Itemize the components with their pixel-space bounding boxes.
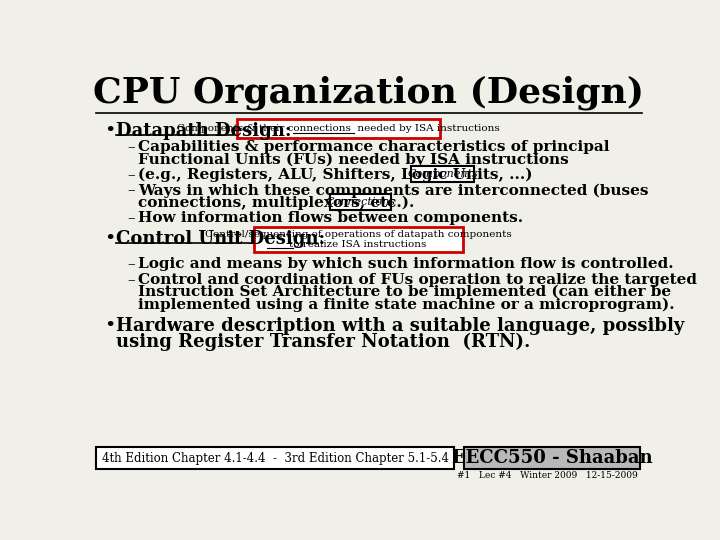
FancyBboxPatch shape — [96, 448, 454, 469]
Text: (e.g., Registers, ALU, Shifters, Logic Units, ...): (e.g., Registers, ALU, Shifters, Logic U… — [138, 168, 533, 183]
Text: #1   Lec #4   Winter 2009   12-15-2009: #1 Lec #4 Winter 2009 12-15-2009 — [457, 471, 638, 481]
Text: Components: Components — [408, 169, 478, 179]
Text: –: – — [127, 273, 135, 287]
Text: Logic and means by which such information flow is controlled.: Logic and means by which such informatio… — [138, 257, 674, 271]
Text: •: • — [104, 318, 115, 335]
Text: Functional Units (FUs) needed by ISA instructions: Functional Units (FUs) needed by ISA ins… — [138, 153, 569, 167]
Text: Instruction Set Architecture to be implemented (can either be: Instruction Set Architecture to be imple… — [138, 285, 671, 299]
Text: –: – — [127, 211, 135, 225]
Text: to realize ISA instructions: to realize ISA instructions — [289, 240, 427, 249]
Text: CPU Organization (Design): CPU Organization (Design) — [94, 75, 644, 110]
Text: Control Unit Design:: Control Unit Design: — [117, 230, 325, 247]
Text: •: • — [104, 230, 115, 247]
Text: connections, multiplexors, etc.).: connections, multiplexors, etc.). — [138, 195, 415, 210]
Text: EECC550 - Shaaban: EECC550 - Shaaban — [451, 449, 652, 467]
Text: How information flows between components.: How information flows between components… — [138, 211, 523, 225]
FancyBboxPatch shape — [253, 227, 463, 252]
Text: Components & their connections  needed by ISA instructions: Components & their connections needed by… — [177, 124, 500, 133]
Text: –: – — [127, 140, 135, 154]
Text: –: – — [127, 168, 135, 182]
Text: –: – — [127, 257, 135, 271]
Text: Ways in which these components are interconnected (buses: Ways in which these components are inter… — [138, 184, 649, 198]
FancyBboxPatch shape — [330, 194, 391, 210]
FancyBboxPatch shape — [464, 448, 640, 469]
Text: –: – — [127, 184, 135, 198]
Text: Capabilities & performance characteristics of principal: Capabilities & performance characteristi… — [138, 140, 610, 154]
FancyBboxPatch shape — [238, 119, 441, 138]
Text: 4th Edition Chapter 4.1-4.4  -  3rd Edition Chapter 5.1-5.4: 4th Edition Chapter 4.1-4.4 - 3rd Editio… — [102, 452, 449, 465]
Text: Control and coordination of FUs operation to realize the targeted: Control and coordination of FUs operatio… — [138, 273, 697, 287]
FancyBboxPatch shape — [411, 166, 474, 182]
Text: Connections: Connections — [325, 197, 395, 207]
Text: using Register Transfer Notation  (RTN).: using Register Transfer Notation (RTN). — [117, 333, 531, 351]
Text: implemented using a finite state machine or a microprogram).: implemented using a finite state machine… — [138, 298, 675, 312]
Text: Hardware description with a suitable language, possibly: Hardware description with a suitable lan… — [117, 318, 685, 335]
Text: Control/sequencing of operations of datapath components: Control/sequencing of operations of data… — [204, 231, 511, 239]
Text: Datapath Design:: Datapath Design: — [117, 122, 292, 140]
Text: •: • — [104, 122, 115, 140]
